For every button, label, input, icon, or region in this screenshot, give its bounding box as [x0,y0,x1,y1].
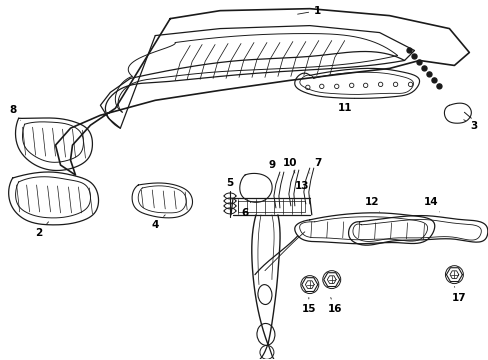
Text: 6: 6 [241,202,250,218]
Circle shape [406,48,411,53]
Circle shape [431,78,436,83]
Text: 15: 15 [301,298,315,315]
Text: 7: 7 [309,158,321,173]
Circle shape [416,60,421,65]
Text: 4: 4 [151,215,165,230]
Text: 11: 11 [337,98,354,113]
Circle shape [426,72,431,77]
Text: 14: 14 [423,197,439,212]
Text: 8: 8 [9,105,20,120]
Text: 3: 3 [463,120,477,131]
Text: 12: 12 [364,197,379,212]
Circle shape [421,66,426,71]
Text: 10: 10 [282,158,297,173]
Circle shape [411,54,416,59]
Text: 17: 17 [451,287,466,302]
Text: 13: 13 [294,181,309,196]
Text: 1: 1 [297,6,321,15]
Circle shape [436,84,441,89]
Text: 9: 9 [268,160,279,175]
Text: 5: 5 [226,178,233,194]
Text: 2: 2 [35,222,48,238]
Text: 16: 16 [327,298,341,315]
